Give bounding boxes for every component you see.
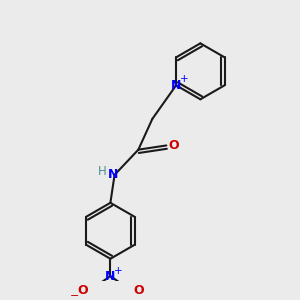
Text: O: O <box>133 284 144 297</box>
Text: O: O <box>77 284 88 297</box>
Text: +: + <box>180 74 189 84</box>
Text: O: O <box>168 139 178 152</box>
Text: +: + <box>114 266 122 276</box>
Text: H: H <box>98 165 106 178</box>
Text: N: N <box>105 270 116 283</box>
Text: N: N <box>171 79 181 92</box>
Text: −: − <box>70 291 80 300</box>
Text: N: N <box>108 168 119 181</box>
